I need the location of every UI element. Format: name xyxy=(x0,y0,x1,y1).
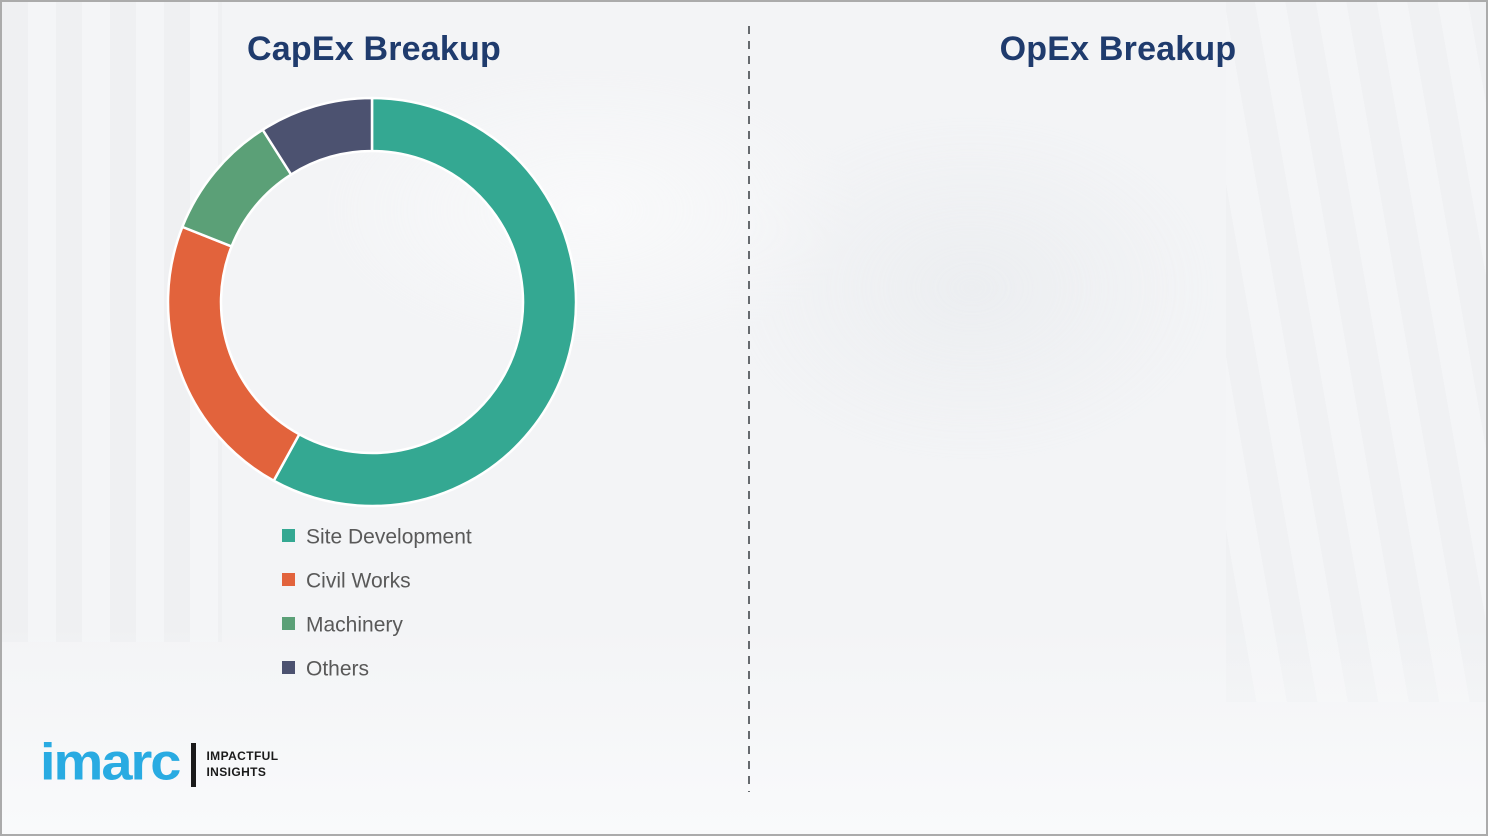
imarc-logo-wordmark: imarc xyxy=(40,732,181,791)
legend-item: Others xyxy=(282,647,472,691)
capex-legend: Site Development Civil Works Machinery Othe… xyxy=(282,515,472,691)
legend-swatch xyxy=(282,617,295,631)
donut-segment-site-development xyxy=(272,96,578,508)
imarc-logo-tagline: IMPACTFUL INSIGHTS xyxy=(206,749,278,780)
legend-swatch xyxy=(282,661,295,675)
opex-panel: OpEx Breakup Raw MaterialsSalaries and W… xyxy=(746,2,1486,834)
capex-chart-title: CapEx Breakup xyxy=(247,30,501,68)
tagline-line1: IMPACTFUL xyxy=(206,749,279,764)
capex-donut-chart xyxy=(166,96,578,508)
opex-chart-title: OpEx Breakup xyxy=(999,30,1237,68)
legend-label: Machinery xyxy=(306,613,403,637)
donut-segment-others xyxy=(261,96,374,176)
dashed-divider xyxy=(748,26,750,792)
legend-label: Site Development xyxy=(306,525,472,549)
legend-item: Machinery xyxy=(282,603,472,647)
imarc-logo: imarc IMPACTFUL INSIGHTS xyxy=(40,734,278,790)
tagline-line2: INSIGHTS xyxy=(206,765,267,779)
legend-label: Others xyxy=(306,657,370,681)
legend-swatch xyxy=(282,529,295,543)
legend-item: Civil Works xyxy=(282,559,472,603)
imarc-logo-divider-bar xyxy=(191,743,197,787)
legend-item: Site Development xyxy=(282,515,472,559)
donut-segment-civil-works xyxy=(166,225,301,483)
legend-label: Civil Works xyxy=(306,569,411,593)
legend-swatch xyxy=(282,573,295,587)
capex-panel: CapEx Breakup Site Development Civil Work… xyxy=(2,2,746,834)
